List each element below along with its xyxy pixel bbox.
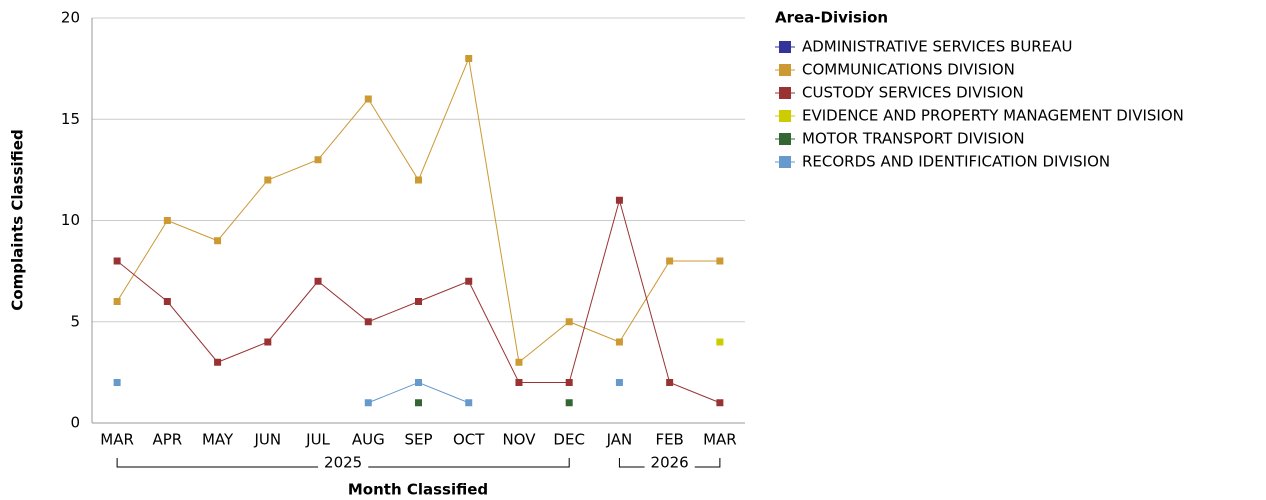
x-tick-label: MAR	[703, 431, 737, 449]
point-marker	[364, 318, 372, 326]
y-tick-label: 5	[70, 312, 80, 330]
point-marker	[716, 257, 724, 265]
point-marker	[716, 338, 724, 346]
point-marker	[415, 399, 422, 407]
point-marker	[415, 298, 422, 305]
point-marker	[615, 196, 623, 204]
legend-label: CUSTODY SERVICES DIVISION	[802, 84, 1024, 102]
point-marker	[666, 257, 674, 265]
point-marker	[565, 379, 573, 386]
point-marker	[666, 379, 674, 386]
x-group-bracket	[116, 458, 570, 468]
point-marker	[565, 318, 573, 326]
point-marker	[615, 379, 623, 386]
point-marker	[415, 379, 422, 386]
legend-marker	[779, 87, 791, 99]
point-marker	[214, 358, 222, 366]
legend-label: RECORDS AND IDENTIFICATION DIVISION	[802, 153, 1110, 171]
point-marker	[565, 399, 573, 407]
y-tick-label: 10	[61, 211, 80, 229]
legend-label: MOTOR TRANSPORT DIVISION	[802, 130, 1025, 148]
point-marker	[214, 237, 222, 245]
x-tick-label: AUG	[352, 431, 385, 449]
legend-marker	[779, 133, 791, 145]
legend-label: EVIDENCE AND PROPERTY MANAGEMENT DIVISIO…	[802, 107, 1184, 125]
point-marker	[163, 298, 171, 305]
point-marker	[264, 176, 272, 184]
point-marker	[113, 298, 121, 305]
point-marker	[465, 55, 473, 62]
x-tick-label: APR	[152, 431, 182, 449]
point-marker	[314, 156, 322, 164]
y-tick-label: 20	[61, 9, 80, 27]
legend-title: Area-Division	[775, 9, 888, 27]
x-tick-label: FEB	[655, 431, 683, 449]
x-tick-label: MAR	[100, 431, 134, 449]
series-line	[116, 56, 720, 364]
point-marker	[264, 338, 272, 346]
y-tick-label: 15	[61, 110, 80, 128]
x-tick-label: OCT	[453, 431, 485, 449]
point-marker	[465, 277, 473, 285]
legend-marker	[779, 64, 791, 76]
legend-marker	[779, 110, 791, 122]
x-group-label: 2026	[651, 454, 689, 472]
point-marker	[314, 277, 322, 285]
point-marker	[415, 176, 422, 184]
legend-marker	[779, 41, 791, 53]
x-axis-label: Month Classified	[348, 481, 488, 499]
point-marker	[364, 95, 372, 103]
point-marker	[515, 358, 523, 366]
point-marker	[113, 379, 121, 386]
point-marker	[163, 217, 171, 224]
x-tick-label: SEP	[404, 431, 432, 449]
x-group-bracket	[618, 458, 721, 468]
legend-marker	[779, 156, 791, 168]
point-marker	[615, 338, 623, 346]
point-marker	[515, 379, 523, 386]
x-tick-label: JAN	[606, 431, 633, 449]
x-tick-label: NOV	[502, 431, 536, 449]
x-tick-label: MAY	[202, 431, 234, 449]
point-marker	[716, 399, 724, 407]
x-tick-label: DEC	[553, 431, 585, 449]
x-tick-label: JUL	[305, 431, 330, 449]
legend-label: COMMUNICATIONS DIVISION	[802, 61, 1015, 79]
point-marker	[465, 399, 473, 407]
y-tick-label: 0	[70, 414, 80, 432]
legend-label: ADMINISTRATIVE SERVICES BUREAU	[802, 38, 1072, 56]
x-group-label: 2025	[324, 454, 362, 472]
x-tick-label: JUN	[253, 431, 281, 449]
point-marker	[113, 257, 121, 265]
y-axis-label: Complaints Classified	[9, 129, 27, 310]
point-marker	[364, 399, 372, 407]
